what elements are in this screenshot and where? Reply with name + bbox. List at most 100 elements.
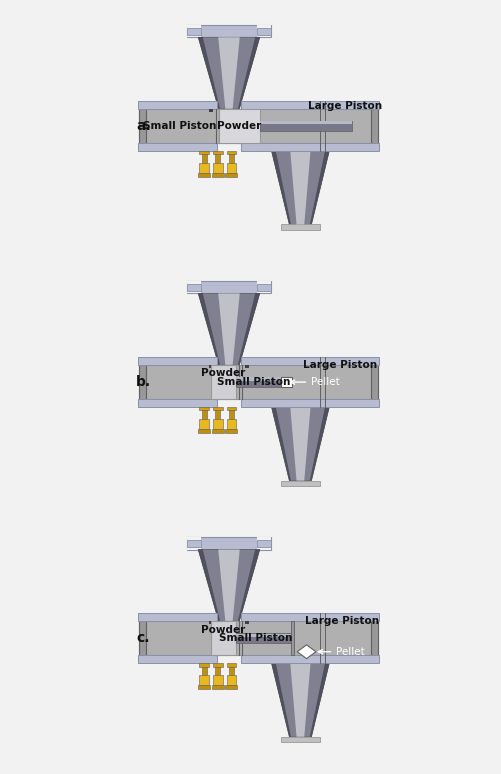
Polygon shape <box>198 293 259 365</box>
Bar <box>218 108 260 143</box>
Text: Pellet: Pellet <box>318 647 364 657</box>
Bar <box>235 378 280 381</box>
Bar <box>225 686 237 690</box>
Bar <box>212 663 222 666</box>
Bar <box>139 358 146 406</box>
Polygon shape <box>289 656 311 737</box>
Bar <box>211 173 223 177</box>
Bar <box>212 419 222 430</box>
Text: Pellet: Pellet <box>290 377 339 387</box>
Bar <box>225 173 237 177</box>
Bar <box>138 399 217 407</box>
Text: a.: a. <box>136 119 150 133</box>
Bar <box>198 686 210 690</box>
Bar <box>235 377 280 387</box>
Bar <box>240 656 378 663</box>
Bar <box>211 686 223 690</box>
Bar <box>212 151 222 154</box>
Bar <box>257 28 271 35</box>
Bar <box>138 357 217 365</box>
Bar <box>240 143 378 151</box>
Bar <box>138 656 217 663</box>
Bar <box>370 358 377 406</box>
Bar <box>211 430 223 433</box>
Polygon shape <box>274 656 326 737</box>
Text: Powder: Powder <box>201 625 245 635</box>
Bar <box>211 365 235 399</box>
Bar <box>244 365 248 368</box>
Bar <box>208 365 213 368</box>
Bar <box>139 102 146 150</box>
Bar <box>228 154 233 163</box>
Bar <box>212 675 222 686</box>
Bar <box>208 108 213 111</box>
Bar <box>235 634 290 637</box>
Polygon shape <box>218 37 239 108</box>
Polygon shape <box>269 656 331 737</box>
Text: Large Piston: Large Piston <box>302 360 376 370</box>
Bar <box>280 481 320 486</box>
Bar <box>199 663 209 666</box>
Bar <box>280 377 291 388</box>
Bar <box>201 154 206 163</box>
Text: Small Piston: Small Piston <box>216 377 290 387</box>
Polygon shape <box>202 37 255 108</box>
Text: Large Piston: Large Piston <box>307 101 381 111</box>
Text: Powder: Powder <box>201 368 245 378</box>
Bar <box>215 666 220 675</box>
Bar <box>187 284 200 291</box>
Polygon shape <box>297 645 315 659</box>
Bar <box>201 410 206 419</box>
Bar <box>240 399 378 407</box>
Polygon shape <box>274 143 326 224</box>
Bar <box>139 365 377 399</box>
Text: Small Piston: Small Piston <box>143 121 216 131</box>
Bar <box>215 410 220 419</box>
Bar <box>290 621 294 656</box>
Bar <box>199 407 209 410</box>
Bar <box>199 419 209 430</box>
Bar <box>226 419 236 430</box>
Bar <box>215 154 220 163</box>
Bar <box>198 430 210 433</box>
Bar <box>199 675 209 686</box>
Bar <box>212 407 222 410</box>
Bar <box>226 663 236 666</box>
Bar <box>260 122 351 125</box>
Polygon shape <box>198 550 259 621</box>
Bar <box>225 430 237 433</box>
Bar <box>138 143 217 151</box>
Polygon shape <box>218 293 239 365</box>
Bar <box>280 224 320 230</box>
Bar <box>226 151 236 154</box>
Bar <box>257 25 271 37</box>
Polygon shape <box>202 550 255 621</box>
Bar <box>187 281 200 293</box>
Polygon shape <box>289 143 311 224</box>
Bar <box>187 537 271 550</box>
Bar <box>244 108 248 111</box>
Bar <box>211 621 235 656</box>
Bar <box>187 28 200 35</box>
Polygon shape <box>218 550 239 621</box>
Text: c.: c. <box>136 632 149 646</box>
Bar <box>370 102 377 150</box>
Bar <box>244 621 248 624</box>
Bar <box>370 614 377 663</box>
Bar <box>280 737 320 742</box>
Polygon shape <box>202 293 255 365</box>
Bar <box>212 163 222 173</box>
Polygon shape <box>198 37 259 108</box>
Bar <box>257 540 271 546</box>
Text: Large Piston: Large Piston <box>305 616 379 626</box>
Bar <box>226 163 236 173</box>
Bar <box>228 410 233 419</box>
Bar <box>257 284 271 291</box>
Bar <box>199 163 209 173</box>
Bar <box>139 621 377 656</box>
Bar <box>240 613 378 621</box>
Bar <box>208 621 213 624</box>
Bar <box>138 613 217 621</box>
Bar <box>257 537 271 550</box>
Bar <box>187 540 200 546</box>
